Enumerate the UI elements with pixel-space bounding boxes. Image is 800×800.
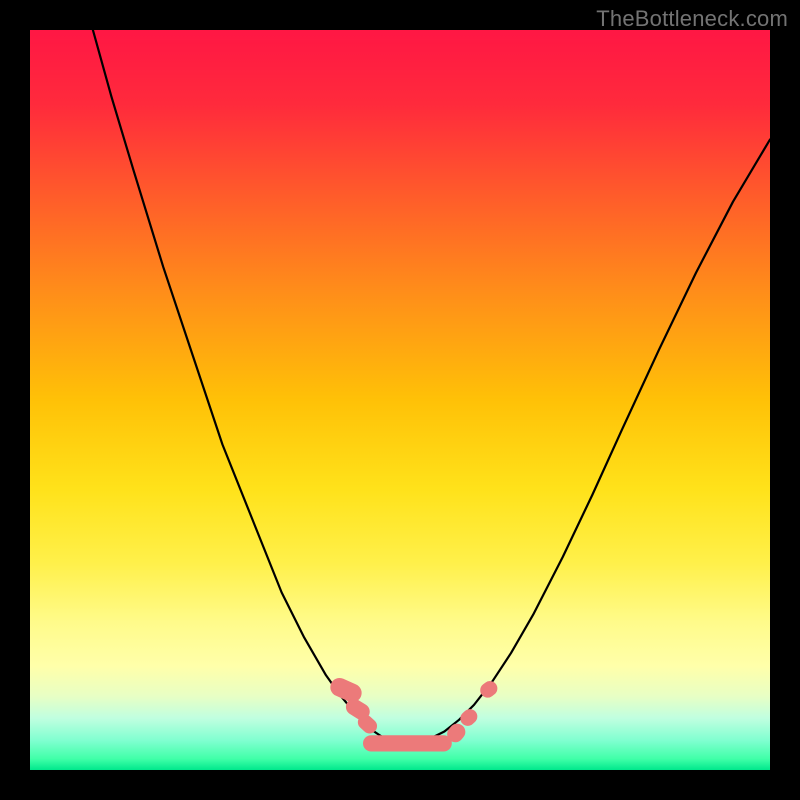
chart-container: TheBottleneck.com xyxy=(0,0,800,800)
watermark-text: TheBottleneck.com xyxy=(596,6,788,32)
chart-svg xyxy=(30,30,770,770)
gradient-background xyxy=(30,30,770,770)
plot-area xyxy=(30,30,770,770)
